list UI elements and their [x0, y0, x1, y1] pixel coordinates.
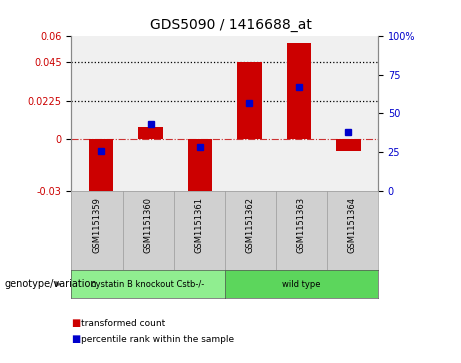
Bar: [237, 62, 262, 139]
Text: ■: ■: [71, 334, 81, 344]
Text: GSM1151364: GSM1151364: [348, 197, 357, 253]
Text: percentile rank within the sample: percentile rank within the sample: [81, 335, 234, 344]
Bar: [336, 139, 361, 151]
Text: GSM1151359: GSM1151359: [93, 197, 101, 253]
Text: wild type: wild type: [282, 280, 321, 289]
Text: genotype/variation: genotype/variation: [5, 279, 97, 289]
Text: GSM1151360: GSM1151360: [143, 197, 153, 253]
Text: GSM1151362: GSM1151362: [246, 197, 255, 253]
Text: transformed count: transformed count: [81, 319, 165, 327]
Bar: [89, 139, 113, 192]
Text: ■: ■: [71, 318, 81, 328]
Text: GSM1151363: GSM1151363: [297, 197, 306, 253]
Bar: [188, 139, 213, 192]
Text: GDS5090 / 1416688_at: GDS5090 / 1416688_at: [149, 18, 312, 32]
Bar: [287, 43, 311, 139]
Bar: [138, 127, 163, 139]
Text: cystatin B knockout Cstb-/-: cystatin B knockout Cstb-/-: [91, 280, 205, 289]
Text: GSM1151361: GSM1151361: [195, 197, 204, 253]
